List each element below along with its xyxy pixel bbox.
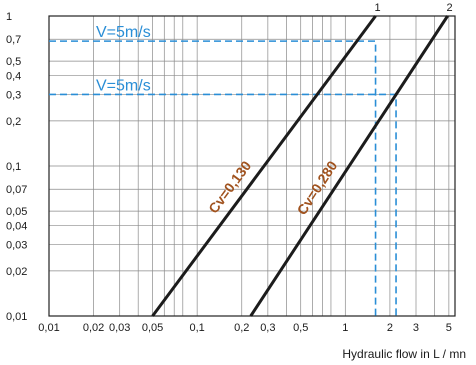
x-tick-label: 0,3: [260, 322, 275, 334]
series-number-label: 1: [374, 2, 380, 14]
y-tick-labels: 1 0,7 0,5 0,4 0,3 0,2 0,1 0,07 0,05 0,04 0,03 0,02 0…: [6, 11, 27, 323]
series-line: [249, 15, 449, 317]
reference-lines: V=5m/s V=5m/s: [49, 24, 397, 316]
y-tick-label: 0,1: [6, 161, 21, 173]
y-tick-label: 0,5: [6, 56, 21, 68]
x-tick-label: 0,2: [234, 322, 249, 334]
grid: [48, 15, 455, 317]
y-tick-label: 0,7: [6, 34, 21, 46]
x-tick-label: 0,01: [38, 322, 59, 334]
y-tick-label: 0,05: [6, 206, 27, 218]
reference-label: V=5m/s: [96, 77, 151, 94]
y-tick-label: 0,2: [6, 116, 21, 128]
x-axis-title: Hydraulic flow in L / mn: [342, 347, 466, 361]
x-tick-label: 3: [413, 322, 419, 334]
y-tick-label: 0,4: [6, 71, 21, 83]
y-tick-label: 0,07: [6, 184, 27, 196]
x-tick-label: 2: [387, 322, 393, 334]
y-tick-label: 0,01: [6, 311, 27, 323]
y-tick-label: 0,04: [6, 221, 27, 233]
y-tick-label: 0,03: [6, 239, 27, 251]
y-tick-label: 0,02: [6, 266, 27, 278]
x-tick-labels: 0,01 0,02 0,03 0,05 0,1 0,2 0,3 0,5 1 2 3 5: [38, 322, 452, 334]
x-tick-label: 5: [446, 322, 452, 334]
y-tick-label: 0,3: [6, 89, 21, 101]
x-tick-label: 1: [342, 322, 348, 334]
reference-label: V=5m/s: [96, 24, 151, 41]
reference-line: [49, 40, 377, 316]
x-tick-label: 0,05: [142, 322, 163, 334]
x-tick-label: 0,1: [190, 322, 205, 334]
series-number-label: 2: [447, 2, 453, 14]
series-line: [151, 15, 377, 317]
y-tick-label: 1: [6, 11, 12, 23]
x-tick-label: 0,02: [83, 322, 104, 334]
x-tick-label: 0,03: [109, 322, 130, 334]
x-tick-label: 0,5: [293, 322, 308, 334]
